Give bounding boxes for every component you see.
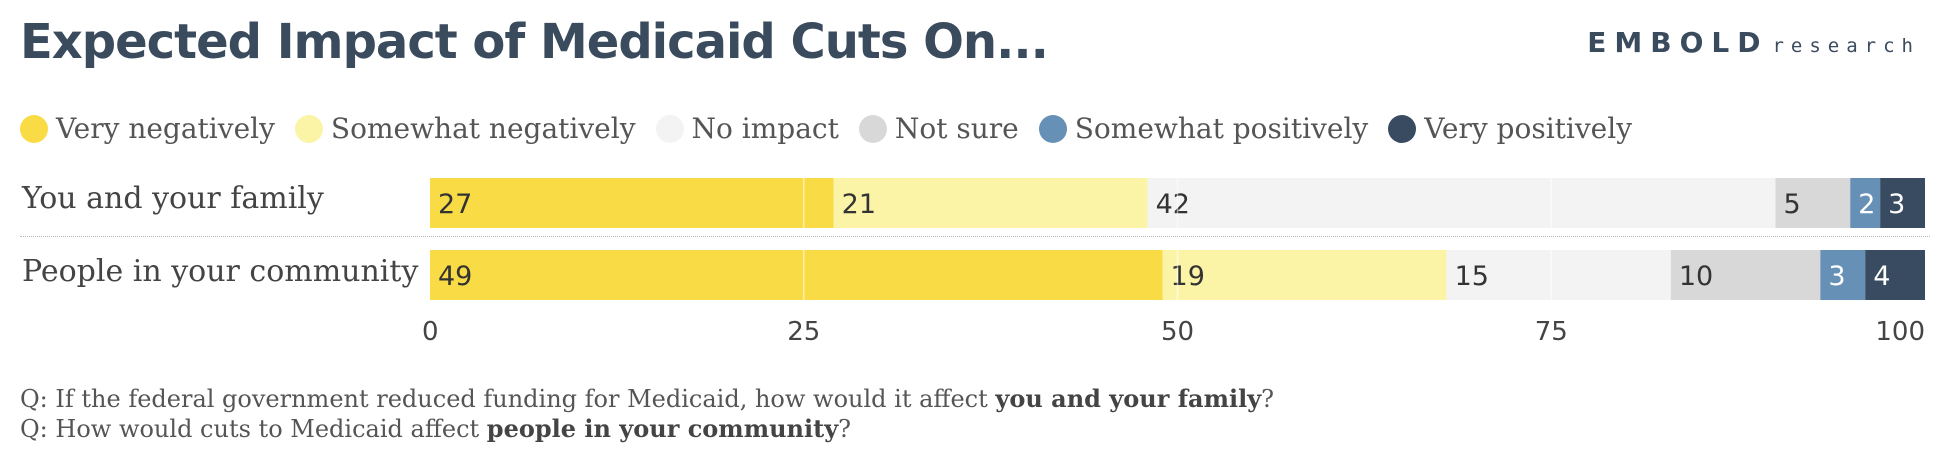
question-2-suffix: ? [838,415,852,443]
row-label-family: You and your family [22,181,324,216]
bar-value-label: 27 [438,189,472,220]
row-label-community: People in your community [22,254,419,289]
bar-segment [1820,250,1866,300]
bar-segment [833,178,1148,228]
bar-value-label: 4 [1873,261,1890,292]
x-tick-label: 75 [1535,317,1568,347]
legend-item-somewhat-negatively: Somewhat negatively [294,112,636,145]
legend-item-not-sure: Not sure [858,112,1019,145]
question-1-suffix: ? [1261,385,1275,413]
bar-value-label: 10 [1679,261,1713,292]
x-tick-label: 0 [422,317,439,347]
legend-swatch-somewhat-negatively [294,114,323,143]
legend-item-very-positively: Very positively [1388,112,1632,145]
legend-item-very-negatively: Very negatively [20,112,275,145]
bar-segment [1446,250,1671,300]
legend-swatch-somewhat-positively [1038,114,1067,143]
bar-value-label: 21 [842,189,876,220]
bar-segment [1670,250,1821,300]
bar-value-label: 3 [1828,261,1845,292]
bar-segment [1880,178,1925,228]
brand-logo: EMBOLD research [1587,26,1920,59]
question-2: Q: How would cuts to Medicaid affect peo… [20,414,851,443]
legend-swatch-very-negatively [20,114,48,143]
question-1-prefix: Q: If the federal government reduced fun… [20,385,996,413]
x-tick-label: 100 [1875,317,1925,347]
bar-segment [1147,178,1776,228]
bar-segment [1162,250,1447,300]
bar-value-label: 42 [1156,189,1190,220]
bar-value-label: 3 [1888,189,1905,220]
legend-label: No impact [691,112,839,145]
bar-value-label: 5 [1784,189,1801,220]
logo-main-text: EMBOLD [1587,26,1769,59]
chart-title: Expected Impact of Medicaid Cuts On... [20,14,1049,70]
bar-segment [1865,250,1925,300]
logo-sub-text: research [1772,35,1920,57]
bar-segment [430,178,834,228]
question-2-bold: people in your community [486,414,839,443]
bar-value-label: 19 [1171,261,1205,292]
chart-legend: Very negatively Somewhat negatively No i… [20,112,1652,145]
legend-swatch-very-positively [1388,114,1417,143]
question-2-prefix: Q: How would cuts to Medicaid affect [20,415,487,443]
legend-label: Very positively [1424,112,1633,145]
legend-label: Not sure [894,112,1019,145]
question-1: Q: If the federal government reduced fun… [20,384,1274,413]
bar-value-label: 15 [1455,261,1489,292]
legend-label: Somewhat negatively [330,112,636,145]
legend-swatch-no-impact [655,114,684,143]
legend-item-somewhat-positively: Somewhat positively [1038,112,1369,145]
bar-segment [1850,178,1881,228]
bar-segment [1775,178,1851,228]
x-tick-label: 50 [1161,317,1194,347]
row-divider [20,236,1930,237]
bar-segment [430,250,1163,300]
x-tick-label: 25 [787,317,820,347]
legend-swatch-not-sure [858,114,887,143]
legend-label: Very negatively [56,112,275,145]
bar-value-label: 49 [438,261,472,292]
bar-value-label: 2 [1858,189,1875,220]
legend-label: Somewhat positively [1074,112,1369,145]
question-1-bold: you and your family [995,384,1262,413]
legend-item-no-impact: No impact [655,112,839,145]
